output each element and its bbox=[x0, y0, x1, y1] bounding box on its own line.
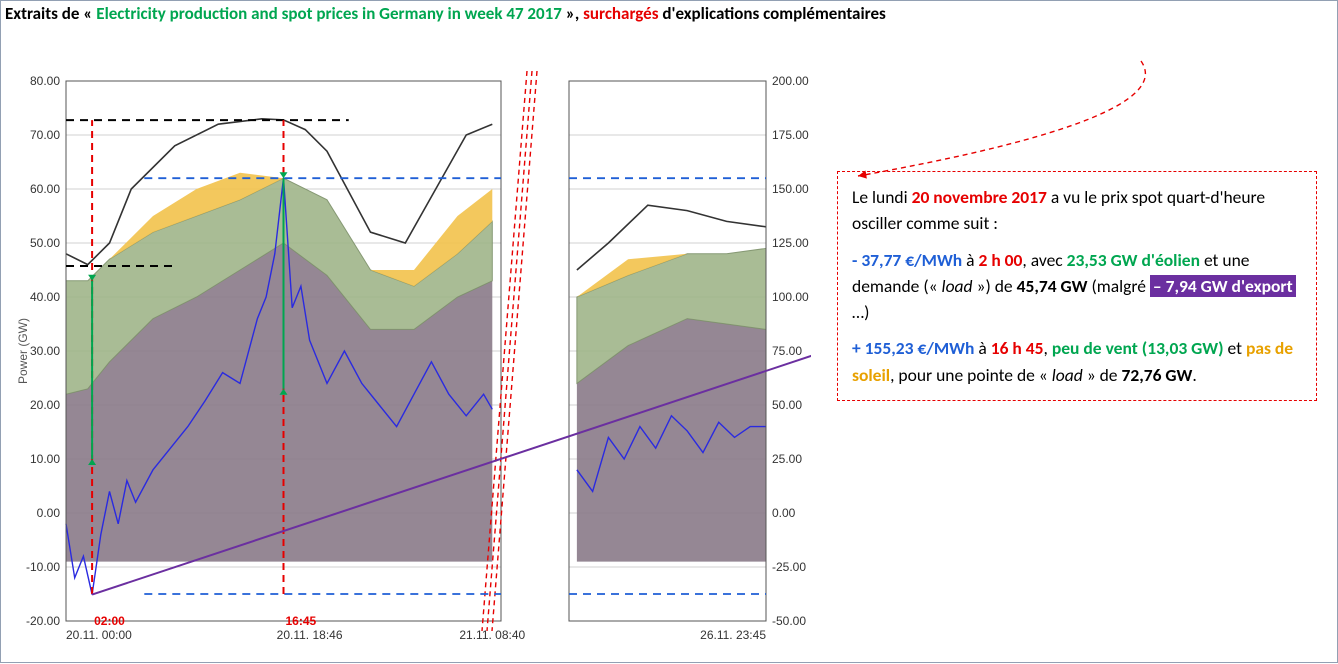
svg-text:16:45: 16:45 bbox=[286, 614, 317, 628]
svg-text:25.00: 25.00 bbox=[772, 452, 802, 466]
title-mid: », bbox=[562, 3, 583, 24]
svg-text:0.00: 0.00 bbox=[37, 506, 61, 520]
svg-text:200.00: 200.00 bbox=[772, 74, 809, 88]
svg-text:20.11. 18:46: 20.11. 18:46 bbox=[277, 628, 343, 642]
svg-text:175.00: 175.00 bbox=[772, 128, 809, 142]
svg-text:21.11. 08:40: 21.11. 08:40 bbox=[459, 628, 525, 642]
svg-text:26.11. 23:45: 26.11. 23:45 bbox=[700, 628, 766, 642]
svg-text:40.00: 40.00 bbox=[30, 290, 60, 304]
svg-text:10.00: 10.00 bbox=[30, 452, 60, 466]
svg-text:80.00: 80.00 bbox=[30, 74, 60, 88]
svg-text:20.11. 00:00: 20.11. 00:00 bbox=[66, 628, 132, 642]
power-price-chart: -20.00 -10.00 0.00 10.00 20.00 30.00 40.00 50.0… bbox=[11, 61, 811, 661]
title-prefix: Extraits de « bbox=[5, 3, 96, 24]
svg-text:150.00: 150.00 bbox=[772, 182, 809, 196]
svg-text:75.00: 75.00 bbox=[772, 344, 802, 358]
svg-text:50.00: 50.00 bbox=[772, 398, 802, 412]
svg-text:30.00: 30.00 bbox=[30, 344, 60, 358]
title-source: Electricity production and spot prices i… bbox=[96, 3, 562, 24]
svg-text:125.00: 125.00 bbox=[772, 236, 809, 250]
svg-text:20.00: 20.00 bbox=[30, 398, 60, 412]
svg-text:-50.00: -50.00 bbox=[772, 614, 806, 628]
callout-box: Le lundi 20 novembre 2017 a vu le prix s… bbox=[837, 171, 1317, 401]
svg-text:02:00: 02:00 bbox=[94, 614, 125, 628]
title-suffix: d'explications complémentaires bbox=[659, 3, 886, 24]
svg-text:-10.00: -10.00 bbox=[26, 560, 60, 574]
page-title: Extraits de « Electricity production and… bbox=[5, 3, 886, 24]
title-annotated: surchargés bbox=[583, 3, 658, 24]
svg-text:60.00: 60.00 bbox=[30, 182, 60, 196]
svg-text:Power (GW): Power (GW) bbox=[16, 318, 30, 384]
svg-text:50.00: 50.00 bbox=[30, 236, 60, 250]
callout-p2: - 37,77 €/MWh à 2 h 00, avec 23,53 GW d'… bbox=[852, 247, 1302, 326]
callout-p3: + 155,23 €/MWh à 16 h 45, peu de vent (1… bbox=[852, 335, 1302, 388]
svg-text:-25.00: -25.00 bbox=[772, 560, 806, 574]
svg-text:100.00: 100.00 bbox=[772, 290, 809, 304]
svg-text:70.00: 70.00 bbox=[30, 128, 60, 142]
svg-text:0.00: 0.00 bbox=[772, 506, 796, 520]
callout-p1: Le lundi 20 novembre 2017 a vu le prix s… bbox=[852, 184, 1302, 237]
svg-text:-20.00: -20.00 bbox=[26, 614, 60, 628]
